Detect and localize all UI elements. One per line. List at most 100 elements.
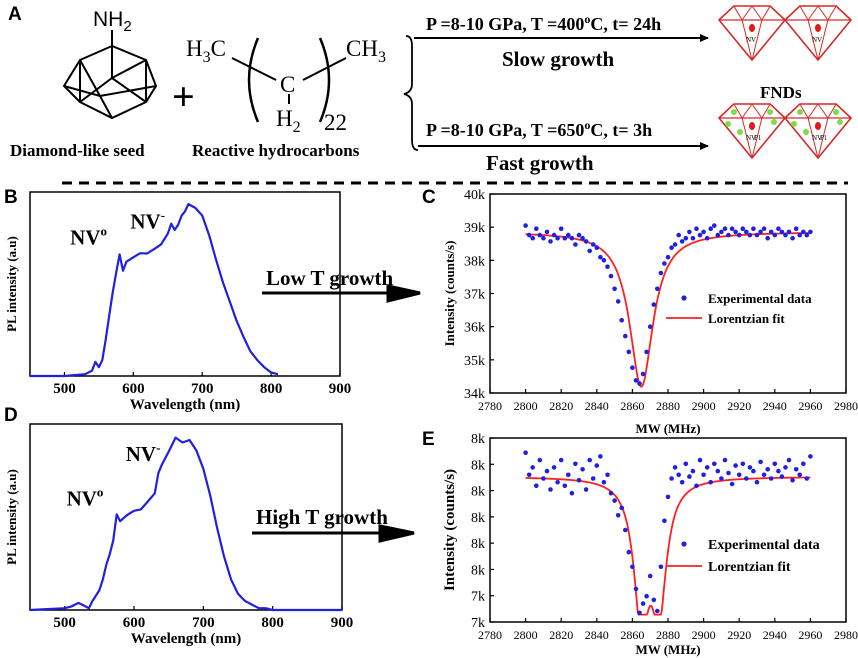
- legend-label-data: Experimental data: [708, 538, 820, 553]
- data-point: [651, 302, 657, 307]
- p1-defect-dot: [837, 119, 843, 125]
- data-point: [704, 465, 710, 470]
- data-point: [786, 457, 792, 463]
- data-point: [715, 232, 721, 238]
- diamond-facet: [751, 19, 786, 61]
- data-point: [608, 273, 614, 279]
- diamond-facet: [733, 5, 743, 21]
- data-point: [662, 518, 667, 524]
- data-point: [754, 232, 760, 238]
- x-tick-label: 2800: [514, 399, 538, 413]
- data-point: [637, 381, 642, 386]
- nv-center-dot: [815, 122, 821, 130]
- data-point: [804, 232, 810, 238]
- legend-label-fit: Lorentzian fit: [708, 311, 785, 326]
- data-point: [758, 459, 763, 465]
- data-point: [619, 505, 624, 511]
- h3c-label: H3C: [186, 36, 226, 66]
- data-point: [704, 235, 710, 241]
- p1-defect-dot: [803, 129, 809, 135]
- data-point: [562, 483, 568, 489]
- diamond-facet: [807, 5, 819, 21]
- x-tick-label: 800: [261, 615, 284, 631]
- diamond-facet: [741, 103, 753, 119]
- chart-e: 2780 2800 2820 2840 2860 2880 2900 2920 2940 2960…: [442, 432, 858, 657]
- y-tick-label: 7k: [471, 590, 485, 605]
- data-point: [644, 349, 649, 355]
- x-axis-label: MW (MHz): [635, 421, 700, 436]
- data-point: [530, 465, 535, 470]
- diamond-facet: [761, 5, 771, 21]
- data-point: [712, 461, 717, 467]
- data-point: [808, 454, 813, 459]
- x-tick-label: 500: [53, 381, 76, 397]
- data-point: [765, 467, 770, 472]
- ch3-label: CH3: [346, 36, 386, 66]
- nv-center-dot: [815, 24, 821, 32]
- low-t-arrow-label: Low T growth: [266, 266, 394, 290]
- x-tick-label: 2960: [798, 399, 822, 413]
- data-point: [793, 467, 799, 472]
- diamond-facet: [827, 5, 837, 21]
- data-point: [761, 226, 767, 231]
- data-point: [548, 487, 553, 492]
- data-point: [555, 235, 560, 241]
- y-axis-label: Intensity (counts/s): [442, 469, 458, 591]
- data-point: [733, 463, 738, 468]
- data-point: [615, 513, 621, 518]
- y-axis-label: Intensity (counts/s): [442, 241, 457, 347]
- x-tick-label: 2960: [798, 628, 822, 642]
- data-point: [633, 378, 639, 383]
- data-point: [615, 299, 621, 304]
- data-point: [790, 478, 795, 483]
- data-point: [580, 467, 585, 472]
- data-point: [537, 232, 543, 238]
- x-tick-label: 2820: [549, 628, 573, 642]
- y-tick-label: 8k: [471, 511, 485, 526]
- data-point: [712, 223, 717, 228]
- data-point: [555, 479, 560, 485]
- data-point: [765, 235, 770, 241]
- data-point: [665, 254, 671, 260]
- x-tick-label: 2880: [656, 628, 680, 642]
- high-t-arrow: [252, 524, 415, 543]
- lorentzian-fit-line: [525, 476, 811, 616]
- x-tick-label: 2980: [834, 399, 858, 413]
- data-point: [708, 226, 713, 231]
- data-point: [690, 468, 696, 474]
- diamond-facet: [784, 103, 801, 119]
- data-point: [566, 232, 571, 238]
- data-point: [534, 483, 539, 489]
- data-point: [583, 239, 589, 244]
- data-point: [630, 365, 635, 371]
- data-point: [776, 226, 781, 231]
- slow-condition: P =8-10 GPa, T =400oC, t= 24h: [426, 12, 661, 34]
- diamond-outline: [717, 103, 787, 160]
- legend-label-data: Experimental data: [708, 291, 812, 306]
- data-point: [744, 476, 749, 481]
- data-point: [736, 232, 742, 238]
- diamond-p1-label: P1: [754, 134, 762, 142]
- data-point: [541, 476, 546, 481]
- data-point: [697, 232, 703, 238]
- plus-sign: +: [172, 74, 195, 119]
- data-point: [598, 454, 603, 459]
- y-tick-label: 8k: [471, 458, 485, 473]
- data-point: [587, 248, 592, 254]
- h2-label: H2: [276, 106, 301, 136]
- data-point: [751, 226, 756, 231]
- data-point: [594, 463, 600, 468]
- data-point: [601, 258, 607, 263]
- y-tick-label: 7k: [471, 616, 485, 631]
- data-point: [722, 457, 728, 463]
- nh2-base: NH: [93, 8, 123, 31]
- data-point: [573, 461, 578, 467]
- nv-center-dot: [749, 24, 755, 32]
- data-point: [740, 226, 746, 231]
- data-point: [562, 235, 568, 241]
- diamond-facet: [718, 5, 735, 21]
- data-point: [590, 242, 596, 247]
- data-point: [736, 472, 742, 478]
- data-point: [637, 610, 642, 616]
